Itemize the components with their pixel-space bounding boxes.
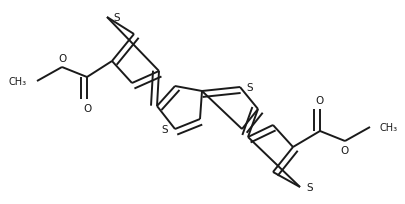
Text: O: O xyxy=(341,145,349,155)
Text: O: O xyxy=(316,95,324,105)
Text: O: O xyxy=(58,54,66,64)
Text: S: S xyxy=(114,13,120,23)
Text: O: O xyxy=(83,103,91,113)
Text: S: S xyxy=(162,124,168,134)
Text: S: S xyxy=(307,182,313,192)
Text: CH₃: CH₃ xyxy=(9,77,27,86)
Text: S: S xyxy=(247,83,253,93)
Text: CH₃: CH₃ xyxy=(380,122,398,132)
